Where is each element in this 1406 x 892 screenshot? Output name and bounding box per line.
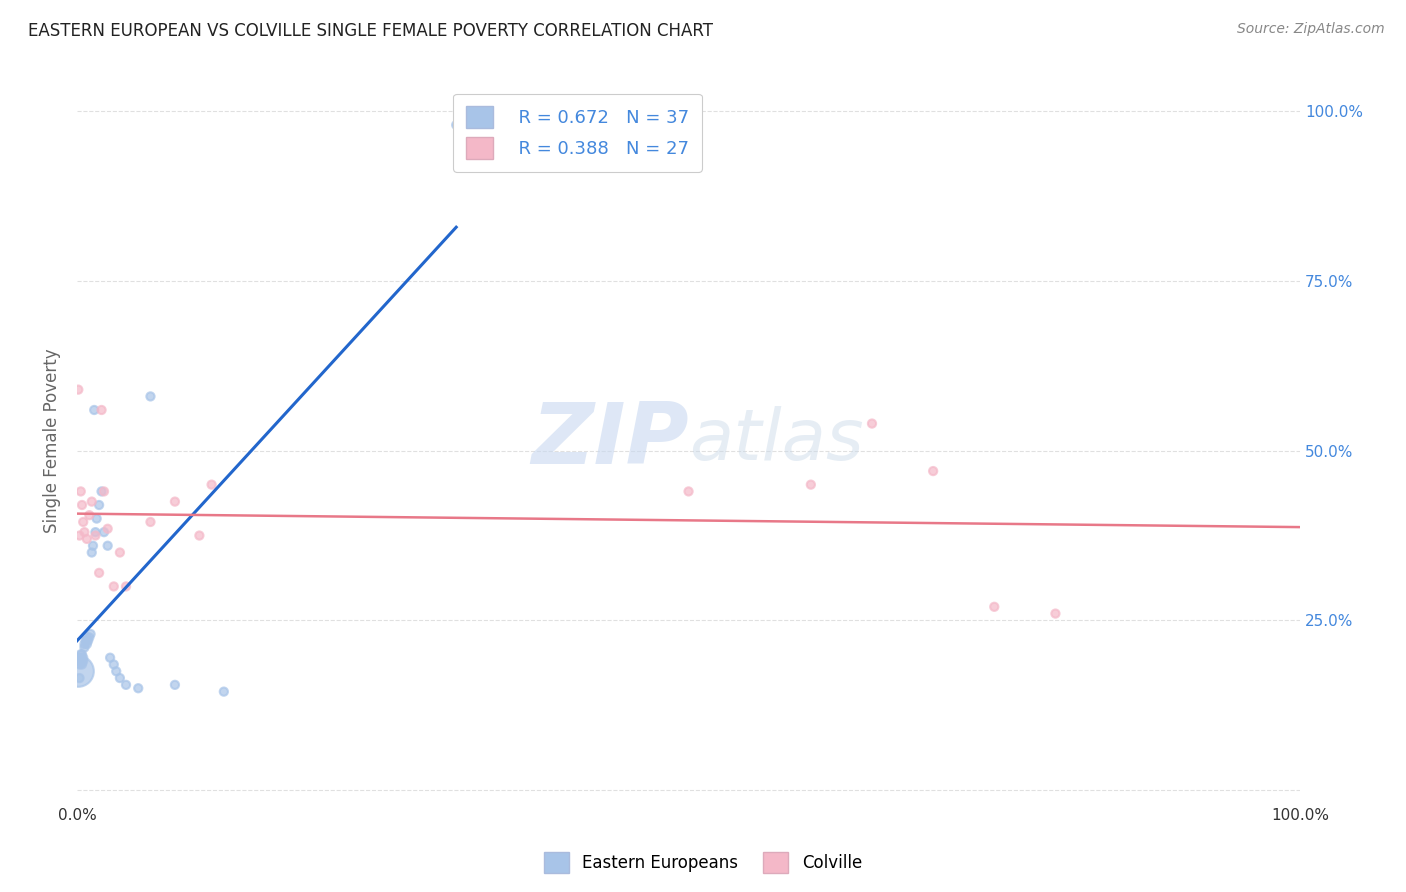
Point — [69, 654, 91, 668]
Point — [70, 648, 93, 662]
Point — [69, 657, 91, 672]
Point — [98, 650, 121, 665]
Point — [80, 494, 103, 508]
Point — [800, 477, 823, 491]
Legend: Eastern Europeans, Colville: Eastern Europeans, Colville — [537, 846, 869, 880]
Point — [69, 648, 91, 662]
Point — [79, 627, 101, 641]
Point — [983, 599, 1005, 614]
Point — [67, 383, 90, 397]
Point — [86, 511, 108, 525]
Point — [83, 403, 105, 417]
Point — [115, 678, 138, 692]
Point — [77, 633, 100, 648]
Point — [73, 637, 96, 651]
Point — [67, 665, 90, 679]
Point — [75, 633, 97, 648]
Point — [108, 671, 131, 685]
Legend:   R = 0.672   N = 37,   R = 0.388   N = 27: R = 0.672 N = 37, R = 0.388 N = 27 — [453, 94, 702, 172]
Point — [79, 631, 101, 645]
Point — [97, 522, 120, 536]
Text: Source: ZipAtlas.com: Source: ZipAtlas.com — [1237, 22, 1385, 37]
Text: EASTERN EUROPEAN VS COLVILLE SINGLE FEMALE POVERTY CORRELATION CHART: EASTERN EUROPEAN VS COLVILLE SINGLE FEMA… — [28, 22, 713, 40]
Point — [72, 515, 94, 529]
Point — [76, 532, 98, 546]
Point — [1045, 607, 1067, 621]
Point — [103, 657, 125, 672]
Point — [73, 640, 96, 655]
Text: atlas: atlas — [689, 406, 863, 475]
Point — [108, 545, 131, 559]
Point — [678, 484, 700, 499]
Point — [69, 528, 91, 542]
Point — [97, 539, 120, 553]
Point — [212, 684, 235, 698]
Point — [93, 525, 115, 540]
Point — [87, 566, 110, 580]
Point — [188, 528, 211, 542]
Point — [73, 525, 96, 540]
Point — [69, 671, 91, 685]
Point — [163, 494, 186, 508]
Point — [70, 498, 93, 512]
Point — [84, 525, 107, 540]
Point — [87, 498, 110, 512]
Point — [105, 665, 128, 679]
Point — [70, 657, 93, 672]
Point — [115, 579, 138, 593]
Point — [72, 650, 94, 665]
Point — [127, 681, 149, 696]
Point — [444, 118, 467, 132]
Point — [922, 464, 945, 478]
Point — [69, 484, 91, 499]
Point — [103, 579, 125, 593]
Point — [76, 637, 98, 651]
Point — [860, 417, 883, 431]
Point — [82, 539, 104, 553]
Point — [93, 484, 115, 499]
Point — [84, 528, 107, 542]
Point — [201, 477, 224, 491]
Point — [90, 403, 112, 417]
Y-axis label: Single Female Poverty: Single Female Poverty — [44, 348, 60, 533]
Point — [80, 545, 103, 559]
Point — [69, 650, 91, 665]
Point — [90, 484, 112, 499]
Text: ZIP: ZIP — [531, 399, 689, 482]
Point — [163, 678, 186, 692]
Point — [79, 508, 101, 523]
Point — [72, 654, 94, 668]
Point — [76, 631, 98, 645]
Point — [139, 515, 162, 529]
Point — [139, 389, 162, 403]
